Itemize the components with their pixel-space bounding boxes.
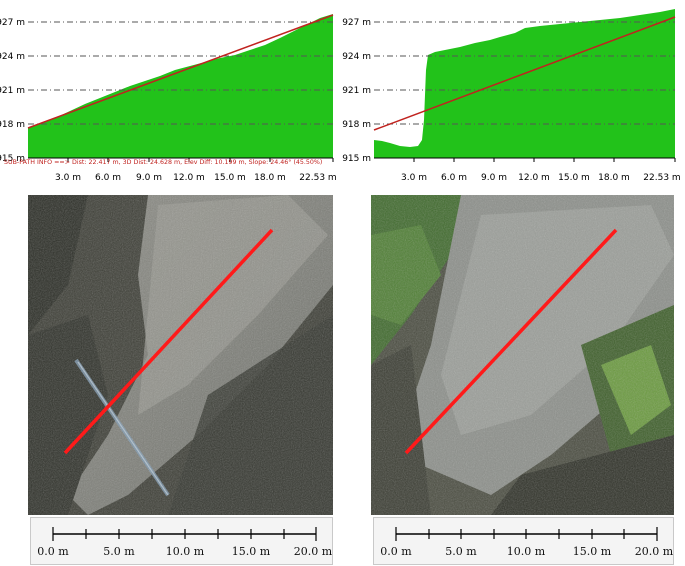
terrain-area-left — [28, 14, 333, 158]
y-tick-label: 915 m — [0, 154, 25, 164]
elevation-profile-right: 927 m 924 m 921 m 918 m 915 m 3.0 m 6.0 … — [340, 0, 685, 190]
scale-bar-right: 0.0 m 5.0 m 10.0 m 15.0 m 20.0 m — [373, 517, 674, 565]
x-tick-label: 6.0 m — [441, 173, 467, 183]
y-tick-label: 927 m — [0, 18, 25, 28]
x-tick-label: 15.0 m — [214, 173, 246, 183]
slope-line-right — [373, 16, 676, 131]
y-tick-label: 915 m — [342, 154, 371, 164]
x-tick-label: 15.0 m — [558, 173, 590, 183]
y-tick-label: 921 m — [342, 86, 371, 96]
profile-chart-left: 927 m 924 m 921 m 918 m 915 m 3.0 m 6.0 … — [0, 14, 337, 183]
x-tick-label: 6.0 m — [95, 173, 121, 183]
x-tick-label: 12.0 m — [173, 173, 205, 183]
x-tick-label: 12.0 m — [518, 173, 550, 183]
scale-label: 0.0 m — [380, 545, 412, 558]
x-tick-label: 18.0 m — [598, 173, 630, 183]
aerial-image-left — [28, 195, 333, 515]
elevation-profile-left: 927 m 924 m 921 m 918 m 915 m 3.0 m 6.0 … — [0, 0, 340, 190]
x-tick-label: 18.0 m — [254, 173, 286, 183]
y-tick-label: 921 m — [0, 86, 25, 96]
terrain-area-right — [374, 9, 675, 158]
y-tick-label: 918 m — [342, 120, 371, 130]
aerial-image-right — [371, 195, 674, 515]
scale-bar-graphic-right — [395, 527, 658, 541]
transect-line-left — [63, 228, 274, 455]
scale-label: 0.0 m — [37, 545, 69, 558]
x-tick-label: 22.53 m — [643, 173, 680, 183]
y-tick-label: 924 m — [342, 52, 371, 62]
profile-chart-right: 927 m 924 m 921 m 918 m 915 m 3.0 m 6.0 … — [342, 9, 681, 183]
scale-label: 15.0 m — [572, 545, 612, 558]
x-tick-label: 22.53 m — [299, 173, 336, 183]
y-tick-label: 918 m — [0, 120, 25, 130]
subpath-info-text: SUB-PATH INFO ==> Dist: 22.417 m, 3D Dis… — [4, 158, 322, 166]
scale-bar-left: 0.0 m 5.0 m 10.0 m 15.0 m 20.0 m — [30, 517, 333, 565]
scale-label: 5.0 m — [445, 545, 477, 558]
x-tick-label: 9.0 m — [136, 173, 162, 183]
scale-label: 20.0 m — [634, 545, 674, 558]
scale-bar-graphic-left — [52, 527, 317, 541]
scale-label: 5.0 m — [103, 545, 135, 558]
aerial-photo-right — [371, 195, 674, 515]
x-tick-label: 3.0 m — [401, 173, 427, 183]
aerial-photo-left — [28, 195, 333, 515]
y-tick-label: 924 m — [0, 52, 25, 62]
y-tick-label: 927 m — [342, 18, 371, 28]
slope-line-left — [27, 14, 334, 129]
x-tick-label: 3.0 m — [55, 173, 81, 183]
scale-label: 15.0 m — [231, 545, 271, 558]
transect-line-right — [404, 228, 618, 455]
x-tick-label: 9.0 m — [481, 173, 507, 183]
scale-label: 10.0 m — [165, 545, 205, 558]
scale-label: 10.0 m — [506, 545, 546, 558]
scale-label: 20.0 m — [293, 545, 333, 558]
